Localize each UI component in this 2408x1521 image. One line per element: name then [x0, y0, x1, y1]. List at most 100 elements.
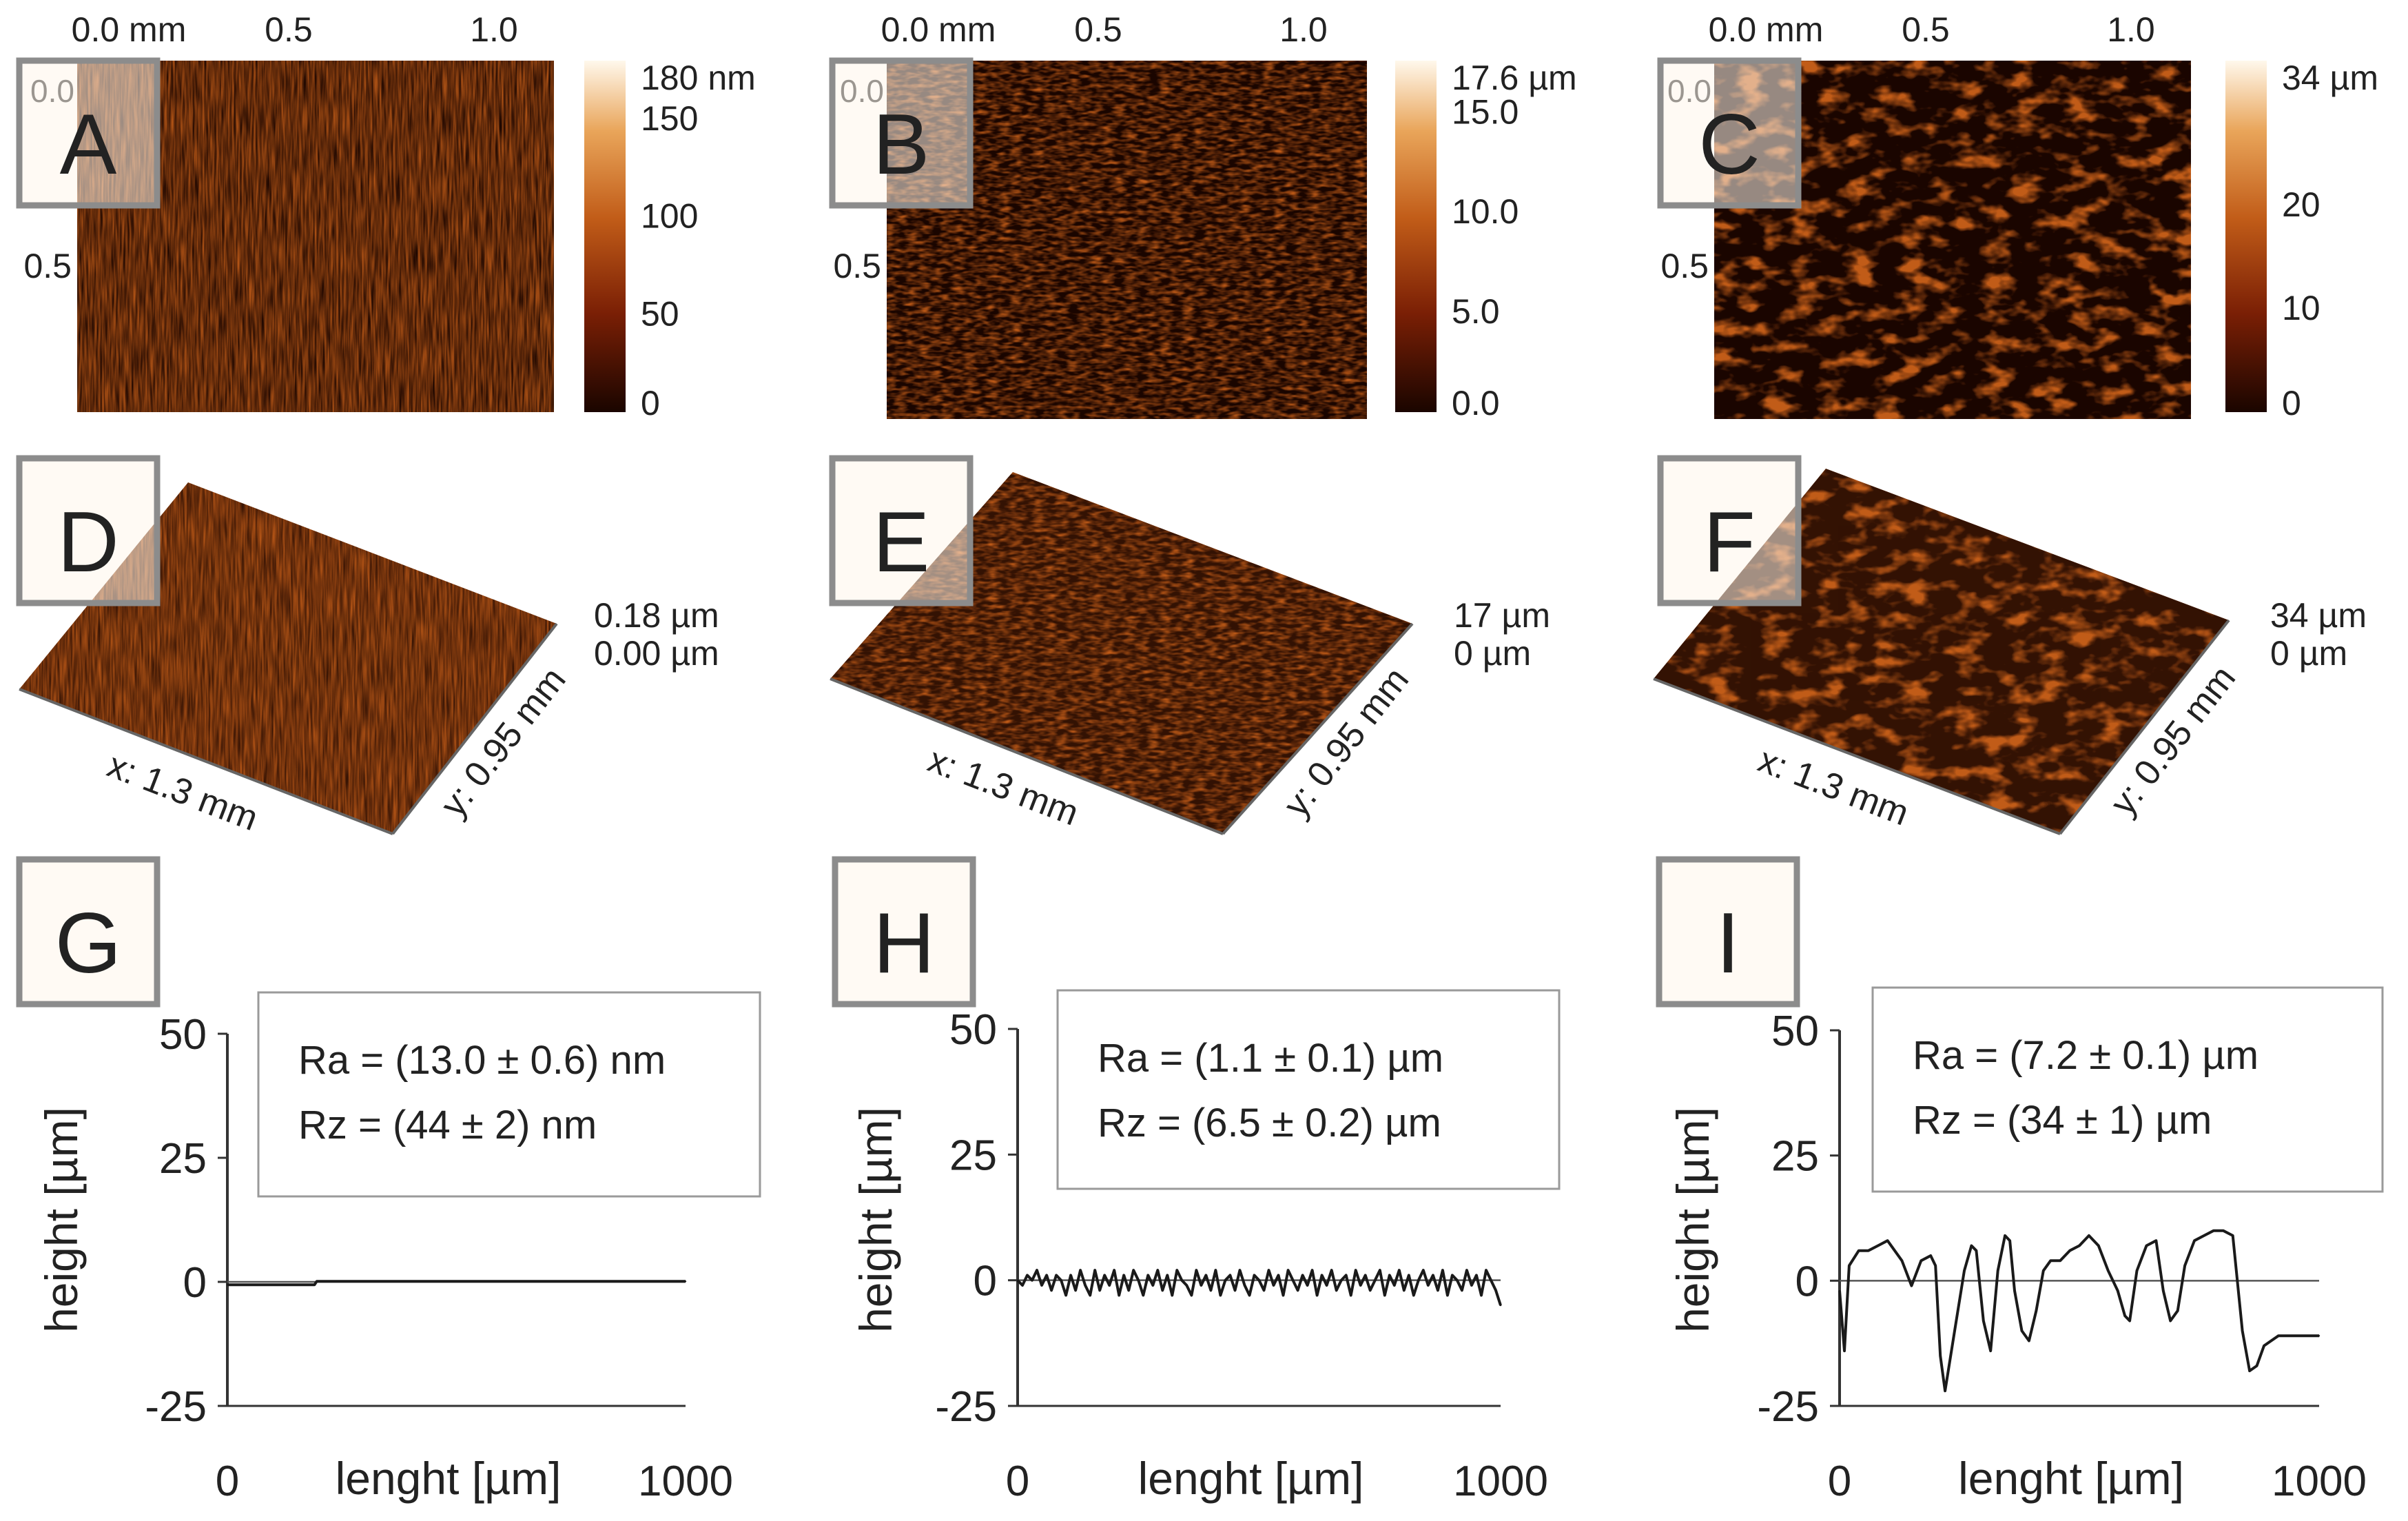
- x-tick-label: 0.5: [265, 10, 313, 49]
- panel-label-d: D: [16, 455, 161, 606]
- profile-point: [1277, 1274, 1279, 1276]
- profile-point: [1055, 1274, 1058, 1276]
- panel-letter: F: [1703, 495, 1756, 590]
- profile-point: [1084, 1284, 1087, 1287]
- profile-point: [1340, 1279, 1342, 1281]
- roughness-box: [1871, 986, 2384, 1193]
- panel-label-g: G: [16, 856, 161, 1008]
- profile-point: [1412, 1294, 1414, 1296]
- colorbar-tick-label: 180 nm: [641, 59, 756, 97]
- profile-point: [1123, 1274, 1125, 1276]
- profile-point: [1997, 1269, 1999, 1272]
- profile-point: [1398, 1269, 1401, 1272]
- colorbar: [2225, 61, 2267, 412]
- profile-point: [1113, 1269, 1115, 1272]
- profile-point: [1494, 1289, 1497, 1292]
- profile-point: [1388, 1274, 1391, 1276]
- profile-point: [1935, 1265, 1937, 1267]
- profile-point: [1485, 1269, 1488, 1272]
- profile-point: [1099, 1289, 1101, 1292]
- profile-point: [1990, 1349, 1992, 1352]
- profile-point: [2248, 1369, 2251, 1372]
- profile-point: [1263, 1289, 1265, 1292]
- profile-point: [1441, 1269, 1444, 1272]
- y-tick-label: 50: [1771, 1008, 1819, 1055]
- profile-point: [2013, 1289, 2016, 1292]
- profile-point: [1944, 1390, 1946, 1392]
- profile-point: [1326, 1284, 1328, 1287]
- z-max-label: 0.18 µm: [594, 596, 719, 635]
- profile-point: [2193, 1240, 2196, 1242]
- profile-point: [1138, 1279, 1140, 1281]
- z-min-label: 0.00 µm: [594, 634, 719, 673]
- x-tick-label: 0.5: [1074, 10, 1122, 49]
- profile-line-g: [227, 1280, 686, 1287]
- profile-point: [1470, 1284, 1473, 1287]
- profile-point: [1016, 1279, 1019, 1281]
- map-3d-d: x: 1.3 mm y: 0.95 mm0.18 µm0.00 µmD: [16, 455, 719, 839]
- profile-point: [1461, 1289, 1463, 1292]
- y-tick-label: -25: [935, 1383, 997, 1431]
- profile-point: [2136, 1269, 2138, 1272]
- z-min-label: 0 µm: [2270, 634, 2347, 673]
- profile-point: [1970, 1245, 1973, 1247]
- profile-point: [2162, 1289, 2164, 1292]
- profile-point: [1383, 1294, 1386, 1296]
- profile-point: [1147, 1274, 1149, 1276]
- profile-point: [1069, 1274, 1072, 1276]
- panel-letter: G: [55, 896, 121, 991]
- profile-point: [1234, 1289, 1236, 1292]
- panel-label-e: E: [829, 455, 974, 606]
- profile-point: [2318, 1335, 2320, 1337]
- ra-value: Ra = (13.0 ± 0.6) nm: [298, 1038, 666, 1083]
- profile-point: [2145, 1245, 2148, 1247]
- profile-point: [2123, 1315, 2126, 1317]
- profile-point: [1239, 1269, 1241, 1272]
- colorbar-tick-label: 150: [641, 99, 698, 138]
- panel-letter: H: [873, 896, 935, 991]
- panel-label-i: I: [1656, 856, 1800, 1008]
- profile-point: [1133, 1269, 1135, 1272]
- profile-point: [1930, 1254, 1932, 1257]
- profile-point: [684, 1280, 687, 1283]
- profile-point: [2078, 1245, 2081, 1247]
- profile-point: [1060, 1279, 1062, 1281]
- profile-point: [1475, 1274, 1478, 1276]
- x-axis-edge: [1653, 677, 2061, 835]
- profile-point: [1345, 1274, 1347, 1276]
- roughness-box: [1056, 989, 1561, 1190]
- panel-letter: I: [1716, 896, 1740, 991]
- profile-point: [2170, 1320, 2172, 1322]
- panel-letter: C: [1698, 97, 1760, 192]
- profile-point: [1451, 1274, 1454, 1276]
- profile-point: [1330, 1269, 1332, 1272]
- z-max-label: 17 µm: [1454, 596, 1550, 635]
- profile-point: [1920, 1260, 1922, 1262]
- profile-point: [2263, 1345, 2265, 1347]
- y-tick-label: -25: [1757, 1383, 1819, 1431]
- colorbar: [584, 61, 626, 412]
- profile-point: [1848, 1265, 1851, 1267]
- profile-point: [2270, 1340, 2272, 1342]
- profile-point: [2212, 1229, 2215, 1232]
- rz-value: Rz = (34 ± 1) µm: [1913, 1098, 2212, 1143]
- profile-point: [1287, 1269, 1289, 1272]
- profile-point: [1877, 1245, 1879, 1247]
- profile-point: [2277, 1335, 2279, 1337]
- profile-point: [1224, 1279, 1226, 1281]
- profile-point: [2117, 1289, 2119, 1292]
- profile-point: [2222, 1229, 2224, 1232]
- panel-label-f: F: [1657, 455, 1802, 606]
- profile-point: [1499, 1304, 1502, 1307]
- profile-point: [1157, 1269, 1159, 1272]
- colorbar: [1395, 61, 1437, 412]
- profile-point: [1118, 1294, 1120, 1296]
- profile-point: [1064, 1294, 1067, 1296]
- profile-point: [1350, 1294, 1352, 1296]
- x-tick-label: 0: [1006, 1458, 1029, 1505]
- y-axis-edge: [391, 622, 558, 835]
- profile-point: [1446, 1294, 1449, 1296]
